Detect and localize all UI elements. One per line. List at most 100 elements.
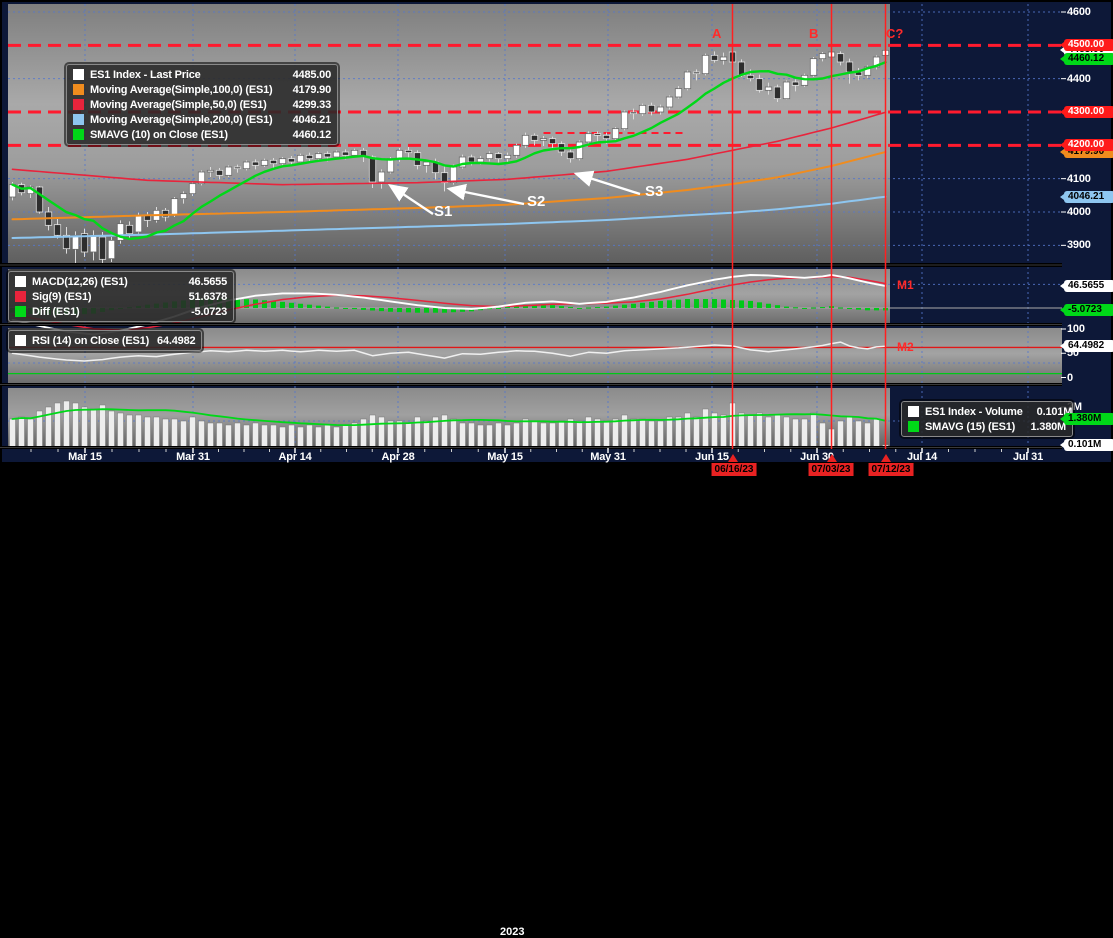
- macd-diff-bar: [550, 305, 555, 308]
- ma50-line: [11, 111, 887, 186]
- legend-label: Diff (ES1): [32, 305, 80, 318]
- annotation-arrow-s3[interactable]: [573, 170, 641, 196]
- candle-down: [773, 86, 782, 100]
- rsi-value-badge: 64.4982: [1060, 340, 1113, 353]
- candle-up: [683, 71, 692, 90]
- chart-canvas[interactable]: [0, 0, 1113, 482]
- volume-bar: [414, 416, 421, 448]
- volume-bar: [567, 418, 574, 448]
- volume-bar: [657, 420, 664, 448]
- legend-row[interactable]: Diff (ES1) -5.0723: [15, 304, 227, 319]
- volume-bar: [396, 420, 403, 448]
- volume-bar: [270, 424, 277, 448]
- annotation-label-m2[interactable]: M2: [897, 340, 914, 354]
- legend-label: Moving Average(Simple,200,0) (ES1): [90, 113, 273, 126]
- macd-legend[interactable]: MACD(12,26) (ES1) 46.5655 Sig(9) (ES1) 51.6…: [6, 269, 236, 324]
- legend-label: SMAVG (10) on Close (ES1): [90, 128, 228, 141]
- rsi-axis-tick-label: 100: [1067, 323, 1085, 335]
- volume-bar: [513, 422, 520, 448]
- legend-row[interactable]: ES1 Index - Last Price 4485.00: [73, 67, 331, 82]
- volume-legend[interactable]: ES1 Index - Volume 0.101M SMAVG (15) (ES1)…: [899, 399, 1075, 439]
- main-legend[interactable]: ES1 Index - Last Price 4485.00 Moving Aver…: [64, 62, 340, 147]
- volume-bar: [189, 416, 196, 448]
- legend-row[interactable]: Moving Average(Simple,50,0) (ES1) 4299.33: [73, 97, 331, 112]
- legend-row[interactable]: Moving Average(Simple,200,0) (ES1) 4046.2…: [73, 112, 331, 127]
- x-axis-tick-label: Apr 28: [381, 451, 415, 463]
- legend-value: 46.5655: [188, 275, 228, 288]
- volume-bar: [864, 422, 871, 448]
- legend-swatch-icon: [908, 406, 919, 417]
- badge-notch-icon: [1060, 108, 1064, 115]
- macd-diff-bar: [649, 301, 654, 308]
- annotation-label-b[interactable]: B: [809, 26, 819, 41]
- legend-label: SMAVG (15) (ES1): [925, 420, 1016, 433]
- candle-down: [215, 169, 224, 176]
- rsi-legend[interactable]: RSI (14) on Close (ES1) 64.4982: [5, 328, 205, 353]
- volume-bar: [522, 418, 529, 448]
- legend-row[interactable]: SMAVG (15) (ES1) 1.380M: [908, 419, 1066, 434]
- macd-diff-bar: [415, 308, 420, 313]
- candle-up: [674, 88, 683, 98]
- legend-row[interactable]: Moving Average(Simple,100,0) (ES1) 4179.9…: [73, 82, 331, 97]
- event-marker-triangle-icon: [880, 454, 891, 462]
- macd-diff-bar: [577, 308, 582, 309]
- annotation-label-a[interactable]: A: [712, 26, 722, 41]
- event-date-badge[interactable]: 06/16/23: [711, 463, 757, 476]
- macd-diff-bar: [388, 308, 393, 312]
- volume-bar: [720, 414, 727, 448]
- price-badge-404621: 4046.21: [1060, 190, 1113, 203]
- candle-down: [692, 71, 701, 75]
- macd-diff-bar: [658, 300, 663, 308]
- volume-bar: [279, 426, 286, 448]
- volume-bar: [837, 420, 844, 448]
- volume-bar: [252, 422, 259, 448]
- candle-down: [368, 156, 377, 183]
- annotation-label-s3[interactable]: S3: [645, 183, 664, 200]
- annotation-arrow-s1[interactable]: [388, 184, 434, 215]
- macd-diff-bar: [613, 305, 618, 308]
- candle-up: [179, 193, 188, 200]
- candle-up: [350, 149, 359, 156]
- event-date-badge[interactable]: 07/12/23: [868, 463, 914, 476]
- candle-down: [161, 209, 170, 218]
- annotation-label-s2[interactable]: S2: [527, 193, 546, 210]
- x-axis-tick-label: Apr 14: [278, 451, 312, 463]
- macd-diff-bar: [523, 305, 528, 308]
- legend-row[interactable]: ES1 Index - Volume 0.101M: [908, 404, 1072, 419]
- y-axis-tick-label: 4000: [1067, 205, 1091, 218]
- legend-value: 4046.21: [292, 113, 332, 126]
- volume-bar: [63, 400, 70, 448]
- volume-bar: [558, 420, 565, 448]
- macd-diff-bar: [586, 307, 591, 309]
- event-date-badge[interactable]: 07/03/23: [808, 463, 854, 476]
- badge-notch-icon: [1060, 343, 1064, 350]
- volume-bar: [765, 416, 772, 448]
- candle-up: [575, 141, 584, 160]
- rsi-line: [11, 341, 887, 362]
- annotation-label-c[interactable]: C?: [886, 26, 904, 41]
- volume-bar: [108, 410, 115, 448]
- volume-smavg15-line: [11, 408, 887, 427]
- volume-bar: [531, 420, 538, 448]
- legend-row[interactable]: RSI (14) on Close (ES1) 64.4982: [15, 333, 196, 348]
- macd-diff-bar: [541, 305, 546, 308]
- legend-row[interactable]: SMAVG (10) on Close (ES1) 4460.12: [73, 127, 331, 142]
- candle-up: [224, 166, 233, 176]
- legend-row[interactable]: Sig(9) (ES1) 51.6378: [15, 289, 227, 304]
- legend-row[interactable]: MACD(12,26) (ES1) 46.5655: [15, 274, 227, 289]
- volume-bar: [315, 426, 322, 448]
- badge-notch-icon: [1060, 149, 1064, 156]
- candle-up: [314, 153, 323, 160]
- macd-diff-bar: [559, 306, 564, 308]
- volume-bar: [198, 420, 205, 448]
- annotation-label-s1[interactable]: S1: [434, 203, 453, 220]
- candle-down: [125, 224, 134, 235]
- x-axis-tick-label: May 31: [590, 451, 626, 463]
- annotation-label-m1[interactable]: M1: [897, 278, 914, 292]
- volume-bar: [792, 418, 799, 448]
- macd-diff-bar: [352, 308, 357, 310]
- volume-bar: [810, 412, 817, 448]
- macd-diff-bar: [442, 308, 447, 313]
- annotation-arrow-s2[interactable]: [446, 183, 525, 206]
- candle-down: [593, 133, 602, 136]
